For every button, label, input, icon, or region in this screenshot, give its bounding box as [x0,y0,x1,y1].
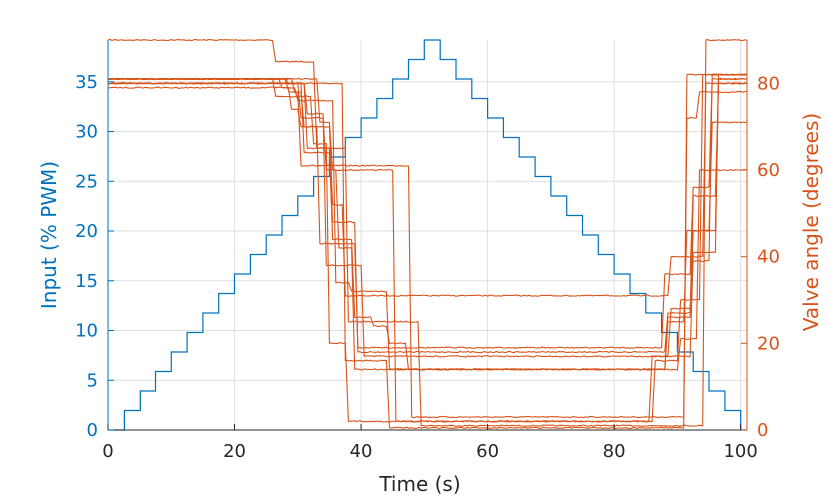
y-right-tick-label: 20 [757,333,780,354]
valve-series-line-3 [107,82,748,297]
valve-series-layer [107,38,748,429]
x-tick-label: 60 [476,441,499,462]
input-series-layer [108,39,747,431]
y-left-tick-label: 0 [87,420,98,441]
y-left-tick-label: 5 [87,370,98,391]
x-tick-label: 0 [102,441,113,462]
x-tick-label: 40 [350,441,373,462]
axes-frame [107,40,748,431]
y-left-tick-label: 15 [75,271,98,292]
grid-lines [107,40,747,431]
y-right-tick-label: 60 [757,160,780,181]
x-axis-title: Time (s) [378,472,460,496]
valve-series-line-1 [107,38,748,427]
valve-series-line-11 [107,77,748,371]
y-right-tick-label: 80 [757,73,780,94]
y-left-tick-label: 10 [75,321,98,342]
valve-series-line-12 [107,73,748,429]
y-right-tick-label: 40 [757,247,780,268]
x-tick-label: 80 [603,441,626,462]
y-right-tick-label: 0 [757,420,768,441]
y-axis-left-title: Input (% PWM) [37,161,61,309]
x-tick-label: 20 [223,441,246,462]
y-left-tick-label: 20 [75,221,98,242]
y-left-tick-label: 35 [75,72,98,93]
y-left-tick-label: 25 [75,171,98,192]
x-tick-label: 100 [723,441,757,462]
y-left-tick-label: 30 [75,122,98,143]
input-series-line [108,39,747,431]
y-axis-right-title: Valve angle (degrees) [799,113,823,331]
